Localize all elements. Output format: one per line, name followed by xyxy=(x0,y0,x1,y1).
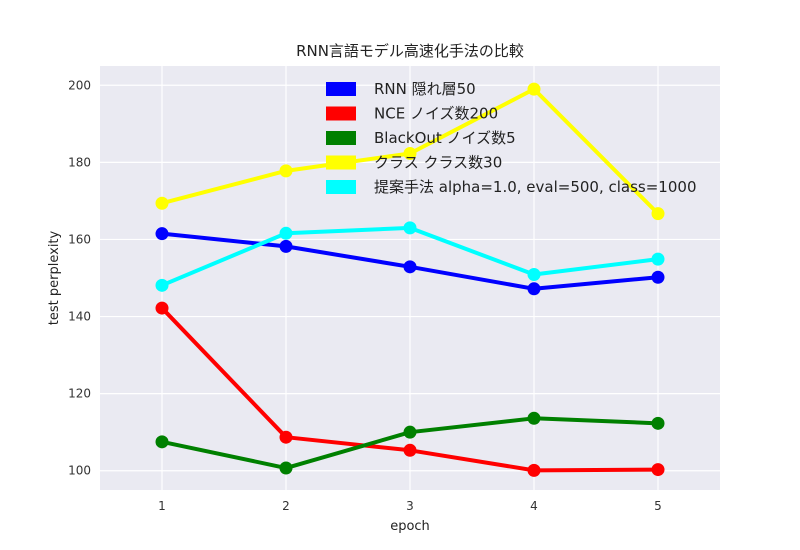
data-point xyxy=(155,301,169,315)
data-point xyxy=(403,443,417,457)
data-point xyxy=(403,221,417,235)
data-point xyxy=(651,207,665,221)
data-point xyxy=(279,430,293,444)
x-tick-label: 5 xyxy=(654,499,662,513)
data-point xyxy=(279,239,293,253)
legend-label: BlackOut ノイズ数5 xyxy=(374,129,516,147)
data-point xyxy=(155,227,169,241)
x-tick-label: 3 xyxy=(406,499,414,513)
data-point xyxy=(279,226,293,240)
legend-label: NCE ノイズ数200 xyxy=(374,105,498,123)
data-point xyxy=(155,196,169,210)
y-tick-labels: 100 120 140 160 180 200 xyxy=(68,78,91,477)
data-point xyxy=(403,425,417,439)
legend-label: RNN 隠れ層50 xyxy=(374,80,476,98)
data-point xyxy=(651,270,665,284)
legend-swatch xyxy=(326,180,356,194)
legend-swatch xyxy=(326,155,356,170)
y-tick-label: 160 xyxy=(68,232,91,246)
x-tick-label: 2 xyxy=(282,499,290,513)
data-point xyxy=(651,463,665,477)
y-tick-label: 120 xyxy=(68,387,91,401)
data-point xyxy=(527,282,541,296)
legend-swatch xyxy=(326,106,356,121)
legend-swatch xyxy=(326,131,356,145)
data-point xyxy=(279,461,293,475)
data-point xyxy=(651,252,665,266)
data-point xyxy=(527,268,541,282)
series-points xyxy=(155,82,665,477)
legend-label: クラス クラス数30 xyxy=(374,154,502,172)
data-point xyxy=(527,82,541,96)
legend-label: 提案手法 alpha=1.0, eval=500, class=1000 xyxy=(374,178,697,196)
data-point xyxy=(651,416,665,430)
x-tick-labels: 1 2 3 4 5 xyxy=(158,499,662,513)
y-tick-label: 140 xyxy=(68,310,91,324)
data-point xyxy=(527,411,541,425)
x-tick-label: 4 xyxy=(530,499,538,513)
x-axis-label: epoch xyxy=(390,519,430,534)
data-point xyxy=(403,146,417,160)
data-point xyxy=(155,278,169,292)
y-tick-label: 180 xyxy=(68,155,91,169)
chart-title: RNN言語モデル高速化手法の比較 xyxy=(296,42,524,60)
data-point xyxy=(279,164,293,178)
data-point xyxy=(155,435,169,449)
y-tick-label: 200 xyxy=(68,78,91,92)
x-tick-label: 1 xyxy=(158,499,166,513)
legend-swatch xyxy=(326,82,356,96)
data-point xyxy=(527,463,541,477)
legend: RNN 隠れ層50 NCE ノイズ数200 BlackOut ノイズ数5 クラス クラ… xyxy=(326,80,697,196)
y-axis-label: test perplexity xyxy=(47,230,62,325)
y-tick-label: 100 xyxy=(68,464,91,478)
data-point xyxy=(403,260,417,274)
